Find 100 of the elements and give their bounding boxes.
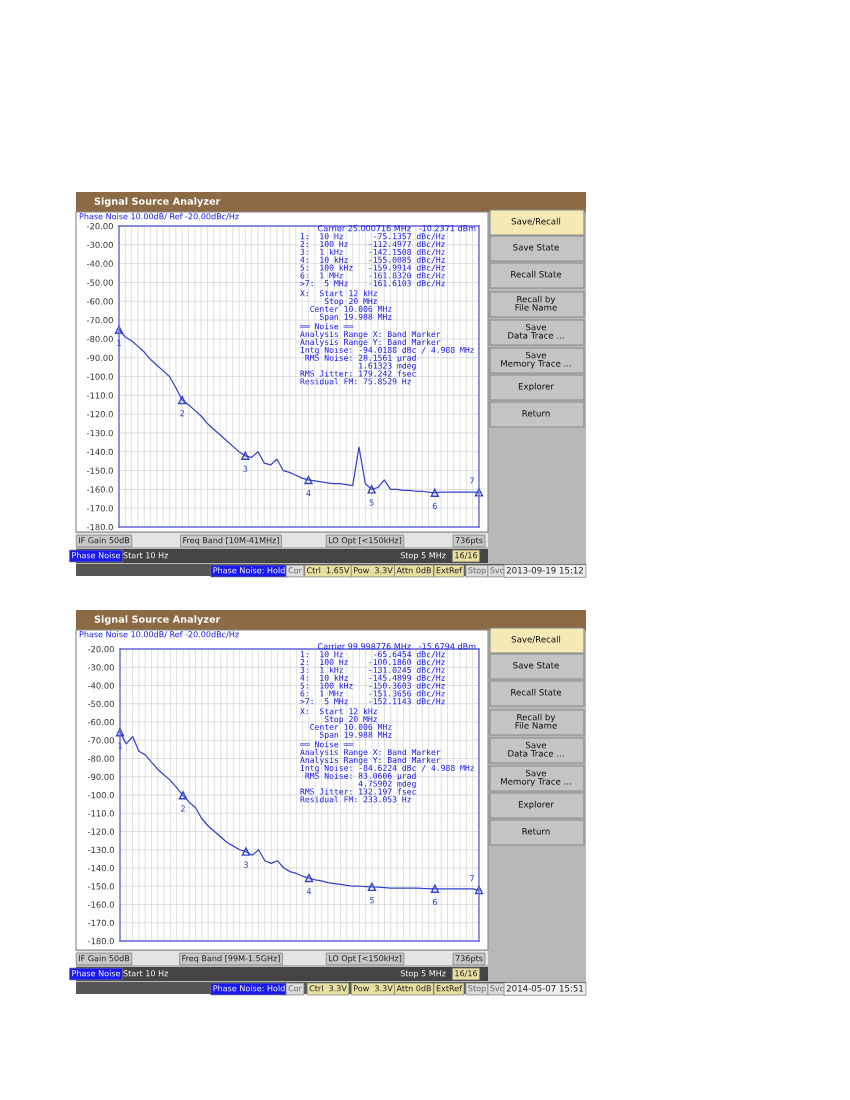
text: Pow 3.3V — [354, 985, 393, 992]
text: Freq Band [10M-41MHz] — [183, 537, 279, 545]
chart-title: Signal Source Analyzer — [94, 197, 221, 207]
annotation: ══ Noise ══ Analysis Range X: Band Marker Analysis Range Y: Band Marker Intg Noise: -94.0188 dBc / 4.988 MHz RMS Noise: 28.1561 µrad 1.61323 mdeg RMS Jitter: 179.242 fsec Residual FM: 75.8529 Hz — [299, 323, 474, 385]
text: Recall State — [511, 270, 562, 278]
text: Save Memory Trace ... — [501, 351, 571, 369]
text: Phase Noise: Hold — [213, 567, 285, 574]
text: ExtRef — [436, 985, 463, 992]
text: ExtRef — [436, 567, 463, 574]
annotation: 1: 10 Hz -65.6454 dBc/Hz 2: 100 Hz -100.1860 dBc/Hz 3: 1 kHz -131.0245 dBc/Hz 4: 10 kHz -145.4899 dBc/Hz 5: 100 kHz -150.3603 dBc/Hz 6: 1 MHz -151.3656 dBc/Hz >7: 5 MHz -152.1143 dBc/Hz — [300, 651, 445, 705]
text: Start 10 Hz — [123, 552, 168, 559]
point — [474, 488, 484, 497]
y-tick-label: -70.00 — [87, 737, 114, 744]
annotation: 6 — [432, 502, 437, 510]
y-tick-label: -150.0 — [87, 883, 114, 890]
y-tick-label: -20.00 — [87, 645, 114, 653]
annotation: Carrier 25.000716 MHz -10.2371 dBm — [318, 225, 476, 232]
y-tick-label: -150.0 — [86, 467, 113, 474]
y-tick-label: -110.0 — [87, 810, 114, 817]
annotation: 4 — [306, 490, 311, 497]
y-tick-label: -90.00 — [87, 773, 114, 781]
text: Save Memory Trace ... — [501, 769, 571, 787]
text: Return — [522, 410, 550, 417]
y-tick-label: -40.00 — [87, 682, 114, 689]
y-tick-label: -80.00 — [87, 755, 114, 762]
text: Stop 5 MHz — [400, 552, 446, 560]
text: Pow 3.3V — [354, 567, 393, 574]
annotation: 1 — [118, 742, 122, 749]
y-tick-label: -50.00 — [87, 700, 114, 708]
annotation: 1: 10 Hz -75.1357 dBc/Hz 2: 100 Hz -112.4977 dBc/Hz 3: 1 kHz -142.1508 dBc/Hz 4: 10 kHz -155.0085 dBc/Hz 5: 100 kHz -159.9914 dBc/Hz 6: 1 MHz -161.8320 dBc/Hz >7: 5 MHz -161.6103 dBc/Hz — [300, 233, 445, 287]
y-tick-label: -170.0 — [86, 505, 113, 512]
annotation: 3 — [243, 465, 248, 473]
annotation: ══ Noise ══ Analysis Range X: Band Marker Analysis Range Y: Band Marker Intg Noise: -84.6224 dBc / 4.988 MHz RMS Noise: 83.0606 µrad 4.75902 mdeg RMS Jitter: 132.197 fsec Residual FM: 233.053 Hz — [299, 741, 474, 803]
y-tick-label: -180.0 — [87, 937, 114, 945]
y-tick-label: -30.00 — [86, 241, 113, 249]
point — [304, 475, 313, 485]
y-tick-label: -170.0 — [87, 919, 114, 927]
annotation: 3 — [243, 861, 248, 868]
text: Attn 0dB — [396, 985, 431, 992]
y-tick-label: -140.0 — [86, 448, 113, 456]
text: LO Opt [<150kHz] — [328, 537, 402, 545]
point — [304, 873, 314, 883]
y-tick-label: -80.00 — [86, 335, 113, 343]
y-tick-label: -160.0 — [86, 486, 113, 493]
chart-title: Signal Source Analyzer — [94, 615, 221, 625]
text: Ctrl 1.65V — [307, 567, 350, 574]
y-tick-label: -130.0 — [86, 429, 113, 437]
y-tick-label: -180.0 — [86, 523, 113, 531]
text: Svc — [490, 985, 504, 992]
text: Return — [522, 828, 550, 835]
annotation: 1 — [117, 339, 121, 346]
point — [114, 325, 124, 334]
annotation: X: Start 12 kHz Stop 20 MHz Center 10.006 MHz Span 19.988 MHz — [300, 708, 392, 740]
text: IF Gain 50dB — [79, 537, 130, 544]
text: Recall by File Name — [515, 295, 557, 311]
point — [430, 884, 440, 893]
text: Recall State — [511, 688, 562, 696]
point — [178, 791, 188, 800]
text: 736pts — [455, 537, 483, 545]
annotation: X: Start 12 kHz Stop 20 MHz Center 10.006 MHz Span 19.988 MHz — [300, 290, 392, 322]
y-tick-label: -60.00 — [87, 718, 114, 726]
annotation: 5 — [369, 897, 374, 904]
text: 16/16 — [455, 970, 478, 977]
annotation: 2 — [180, 805, 185, 812]
text: 2014-05-07 15:51 — [506, 984, 583, 992]
text: Stop — [468, 567, 486, 575]
point — [177, 395, 187, 405]
y-tick-label: -120.0 — [87, 828, 114, 835]
chart-subtitle: Phase Noise 10.00dB/ Ref -20.00dBc/Hz — [79, 213, 239, 220]
text: 16/16 — [455, 552, 478, 559]
annotation: Carrier 99.998776 MHz -15.6794 dBm — [318, 643, 476, 650]
y-tick-label: -60.00 — [86, 298, 113, 305]
text: 736pts — [455, 955, 483, 963]
y-tick-label: -20.00 — [86, 222, 113, 230]
y-tick-label: -100.0 — [86, 373, 113, 380]
text: Phase Noise: Hold — [213, 985, 285, 992]
text: Save Data Trace ... — [508, 323, 564, 339]
y-tick-label: -50.00 — [86, 279, 113, 286]
text: Start 10 Hz — [123, 970, 168, 977]
text: Cor — [288, 985, 302, 992]
y-tick-label: -140.0 — [87, 864, 114, 872]
annotation: 7 — [470, 875, 474, 882]
annotation: 7 — [470, 477, 474, 484]
text: Stop 5 MHz — [400, 970, 446, 978]
text: Save Data Trace ... — [508, 741, 564, 757]
text: Svc — [490, 567, 504, 574]
text: Save/Recall — [511, 217, 561, 226]
annotation: 5 — [369, 499, 374, 506]
annotation: 2 — [180, 410, 184, 417]
text: Save State — [513, 661, 559, 669]
text: IF Gain 50dB — [79, 955, 130, 962]
y-tick-label: -70.00 — [86, 317, 113, 324]
text: Stop — [468, 985, 486, 993]
text: Explorer — [518, 382, 554, 392]
text: Save/Recall — [511, 635, 561, 644]
point — [474, 885, 484, 895]
chart-subtitle: Phase Noise 10.00dB/ Ref -20.00dBc/Hz — [79, 631, 239, 638]
text: Save State — [513, 243, 559, 251]
point — [367, 485, 376, 494]
text: Ctrl 3.3V — [309, 985, 347, 992]
